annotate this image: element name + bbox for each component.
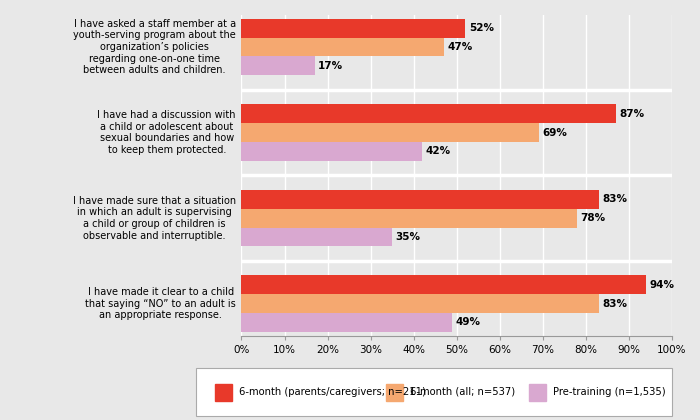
Text: 52%: 52% — [469, 23, 493, 33]
Bar — [241, 209, 578, 228]
Bar — [241, 294, 598, 313]
Bar — [241, 190, 598, 209]
FancyBboxPatch shape — [196, 368, 672, 416]
Bar — [241, 105, 616, 123]
Text: 83%: 83% — [602, 299, 627, 309]
Bar — [241, 142, 422, 161]
Text: 87%: 87% — [620, 109, 645, 119]
Text: 6-month (parents/caregivers; n=211): 6-month (parents/caregivers; n=211) — [239, 387, 426, 396]
Bar — [241, 123, 538, 142]
Text: 47%: 47% — [447, 42, 473, 52]
Text: 94%: 94% — [650, 280, 675, 290]
Bar — [241, 38, 444, 56]
Text: 49%: 49% — [456, 318, 481, 328]
Bar — [529, 384, 546, 402]
Text: 6-month (all; n=537): 6-month (all; n=537) — [410, 387, 515, 396]
Text: 69%: 69% — [542, 128, 567, 138]
Bar — [241, 313, 452, 332]
Text: 35%: 35% — [395, 232, 421, 242]
Bar — [241, 276, 646, 294]
Text: 42%: 42% — [426, 146, 451, 156]
Text: 78%: 78% — [581, 213, 606, 223]
Bar — [241, 56, 315, 75]
Text: 17%: 17% — [318, 61, 343, 71]
Bar — [215, 384, 232, 402]
Text: Pre-training (n=1,535): Pre-training (n=1,535) — [553, 387, 666, 396]
Text: 83%: 83% — [602, 194, 627, 205]
Bar — [386, 384, 403, 402]
Bar — [241, 228, 392, 246]
Bar — [241, 19, 466, 38]
